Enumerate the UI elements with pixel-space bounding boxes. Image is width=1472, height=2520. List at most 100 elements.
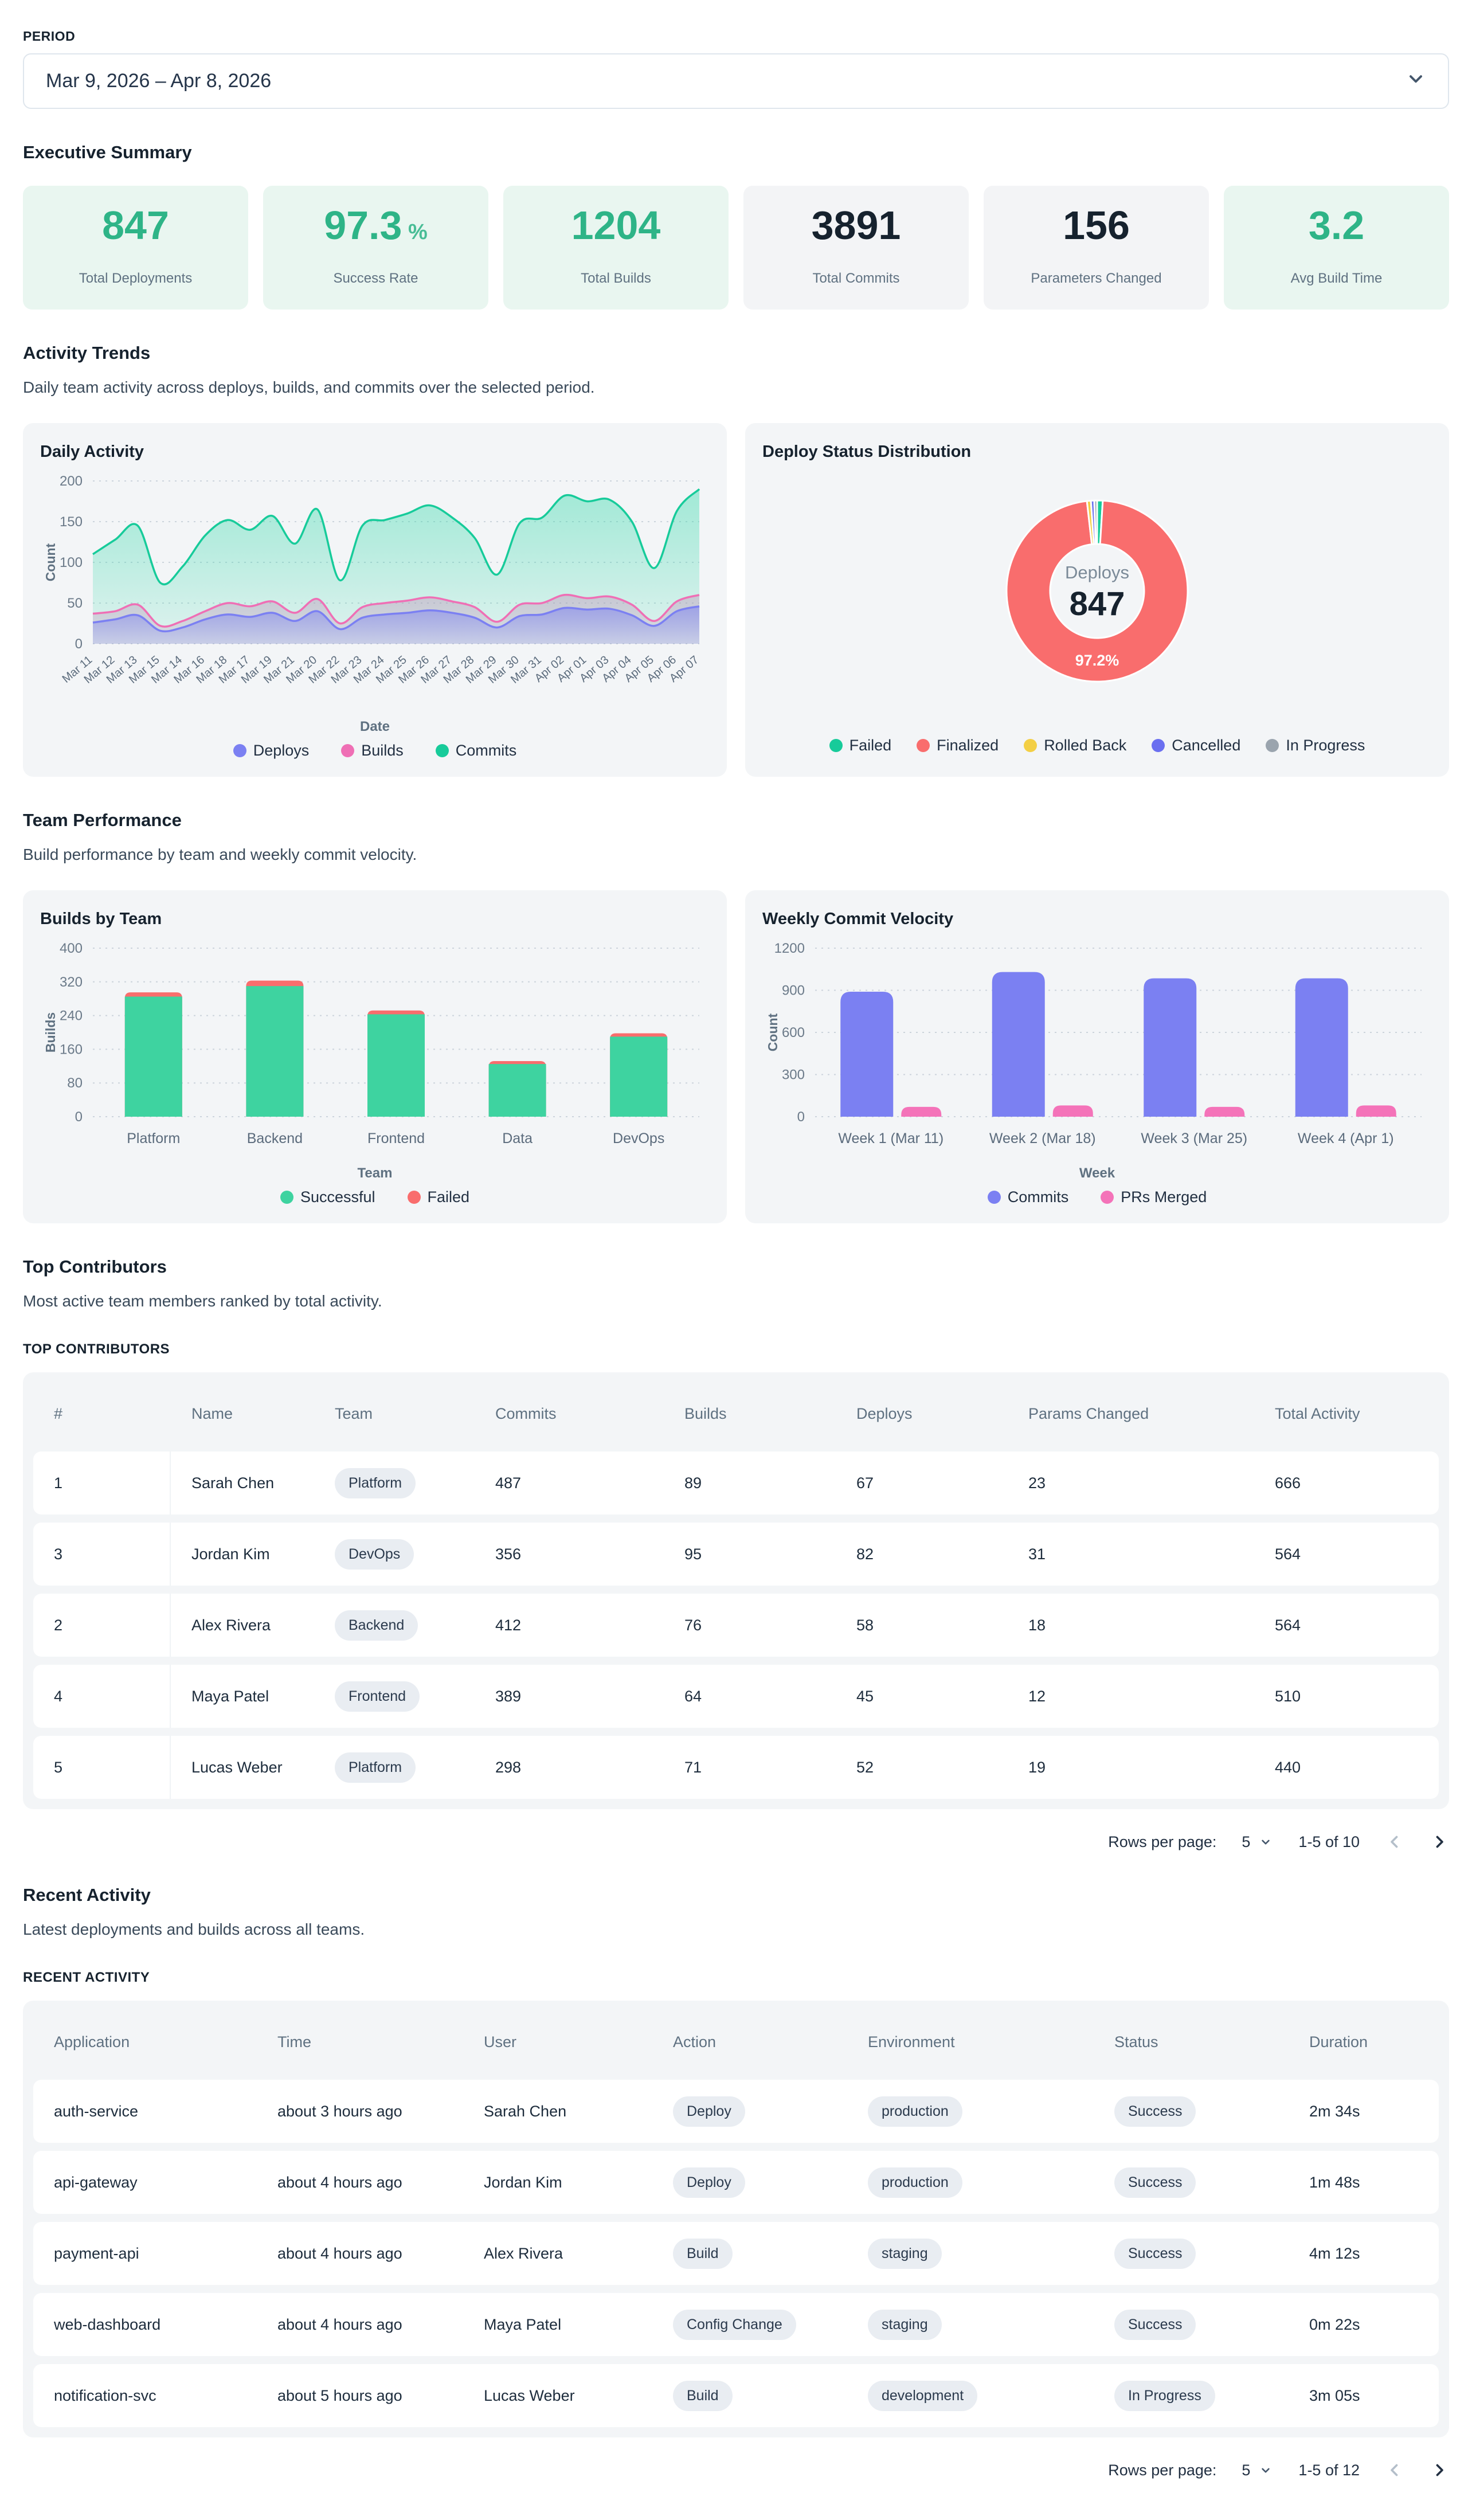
status-cell: Success — [1094, 2309, 1289, 2340]
activity-trends-subtitle: Daily team activity across deploys, buil… — [23, 378, 595, 396]
rows-per-page-select[interactable]: 5 — [1242, 2462, 1273, 2479]
stat-card-parameters-changed: 156 Parameters Changed — [984, 186, 1209, 310]
user-cell: Alex Rivera — [484, 2244, 563, 2262]
executive-summary-title: Executive Summary — [23, 142, 192, 162]
stat-value: 3.2 — [1308, 203, 1365, 248]
svg-text:Week 1 (Mar 11): Week 1 (Mar 11) — [838, 1130, 944, 1146]
next-page-button[interactable] — [1430, 2460, 1449, 2480]
user-cell: Sarah Chen — [484, 2102, 567, 2120]
column-header-builds: Builds — [684, 1404, 727, 1422]
builds-by-team-chart: 0 80 160 240 320 400 Builds Platform Backend Fron… — [40, 933, 710, 1165]
params-changed-cell: 19 — [1028, 1758, 1046, 1776]
stat-label: Total Builds — [581, 271, 651, 286]
daily-activity-legend: Deploys Builds Commits — [40, 742, 710, 760]
status-cell-badge: Success — [1114, 2167, 1196, 2198]
svg-text:300: 300 — [782, 1067, 805, 1083]
column-header-environment: Environment — [868, 2033, 955, 2051]
deploy-status-title: Deploy Status Distribution — [762, 443, 972, 461]
legend-dot-icon — [1101, 1191, 1114, 1204]
table-row: 2 Alex Rivera Backend 412 76 58 18 564 — [33, 1594, 1439, 1657]
application-cell: payment-api — [54, 2244, 139, 2262]
legend-dot-icon — [829, 739, 843, 752]
environment-cell: staging — [847, 2309, 1094, 2340]
recent-activity-caption: RECENT ACTIVITY — [23, 1970, 150, 1985]
environment-cell-badge: production — [868, 2096, 962, 2127]
duration-cell: 0m 22s — [1309, 2315, 1360, 2333]
svg-text:847: 847 — [1070, 585, 1125, 623]
rank-cell: 5 — [33, 1736, 171, 1799]
top-contributors-header-row: # Name Team Commits Builds Deploys Params Chan… — [33, 1384, 1439, 1443]
stat-card-total-commits: 3891 Total Commits — [743, 186, 969, 310]
action-cell-badge: Deploy — [673, 2167, 745, 2198]
user-cell: Maya Patel — [484, 2315, 562, 2333]
stats-row: 847 Total Deployments 97.3 % Success Rate 12… — [23, 186, 1449, 310]
period-select[interactable]: Mar 9, 2026 – Apr 8, 2026 — [23, 53, 1449, 109]
deploy-status-legend: Failed Finalized Rolled Back Cancelled In Pr… — [762, 737, 1432, 754]
column-header-duration: Duration — [1309, 2033, 1368, 2051]
weekly-commit-legend: Commits PRs Merged — [762, 1188, 1432, 1206]
daily-legend-commits: Commits — [435, 742, 516, 760]
legend-dot-icon — [341, 744, 355, 757]
daily-legend-deploys: Deploys — [233, 742, 309, 760]
stat-label: Success Rate — [333, 271, 418, 286]
previous-page-button[interactable] — [1385, 2460, 1404, 2480]
legend-label: Commits — [1007, 1188, 1069, 1206]
legend-dot-icon — [233, 744, 246, 757]
builds-cell: 89 — [684, 1474, 702, 1492]
svg-text:150: 150 — [60, 514, 83, 530]
environment-cell: production — [847, 2096, 1094, 2127]
top-contributors-subtitle: Most active team members ranked by total… — [23, 1292, 382, 1310]
deploy-status-legend-failed: Failed — [829, 737, 891, 754]
table-row: notification-svc about 5 hours ago Lucas W… — [33, 2364, 1439, 2427]
rank-cell: 1 — [33, 1451, 171, 1515]
table-row: api-gateway about 4 hours ago Jordan Kim De… — [33, 2151, 1439, 2214]
top-contributors-pagination: Rows per page: 5 1-5 of 10 — [23, 1832, 1449, 1852]
environment-cell-badge: staging — [868, 2238, 942, 2269]
legend-label: Successful — [300, 1188, 375, 1206]
stat-label: Parameters Changed — [1031, 271, 1162, 286]
legend-dot-icon — [280, 1191, 293, 1204]
action-cell: Build — [652, 2238, 847, 2269]
action-cell-badge: Config Change — [673, 2309, 796, 2340]
previous-page-button[interactable] — [1385, 1832, 1404, 1852]
recent-activity-header-row: Application Time User Action Environment Stat… — [33, 2012, 1439, 2072]
rows-per-page-select[interactable]: 5 — [1242, 1833, 1273, 1851]
deploys-cell: 67 — [856, 1474, 874, 1492]
team-cell: Platform — [314, 1468, 475, 1498]
next-page-button[interactable] — [1430, 1832, 1449, 1852]
column-header-user: User — [484, 2033, 517, 2051]
duration-cell: 2m 34s — [1309, 2102, 1360, 2120]
commits-cell: 356 — [495, 1545, 522, 1563]
column-header-deploys: Deploys — [856, 1404, 913, 1422]
activity-trends-title: Activity Trends — [23, 343, 151, 363]
status-cell-badge: In Progress — [1114, 2380, 1215, 2411]
builds-legend-successful: Successful — [280, 1188, 375, 1206]
time-cell: about 4 hours ago — [277, 2315, 402, 2333]
legend-label: In Progress — [1286, 737, 1365, 754]
environment-cell: staging — [847, 2238, 1094, 2269]
user-cell: Lucas Weber — [484, 2386, 575, 2404]
recent-activity-section: Recent Activity Latest deployments and b… — [23, 1885, 1449, 2480]
svg-text:Count: Count — [765, 1013, 780, 1051]
svg-text:600: 600 — [782, 1025, 805, 1040]
daily-legend-builds: Builds — [341, 742, 404, 760]
commits-cell: 389 — [495, 1687, 522, 1705]
environment-cell-badge: production — [868, 2167, 962, 2198]
total-activity-cell: 564 — [1275, 1616, 1301, 1634]
top-contributors-caption: TOP CONTRIBUTORS — [23, 1341, 170, 1357]
chevron-right-icon — [1436, 1836, 1443, 1848]
builds-by-team-legend: Successful Failed — [40, 1188, 710, 1206]
builds-cell: 71 — [684, 1758, 702, 1776]
legend-label: Cancelled — [1172, 737, 1241, 754]
svg-text:Week 4 (Apr 1): Week 4 (Apr 1) — [1298, 1130, 1394, 1146]
recent-activity-table: Application Time User Action Environment Stat… — [23, 2001, 1449, 2437]
top-contributors-title: Top Contributors — [23, 1257, 167, 1277]
team-cell-badge: Frontend — [335, 1681, 420, 1712]
column-header-action: Action — [673, 2033, 717, 2051]
stat-card-success-rate: 97.3 % Success Rate — [263, 186, 488, 310]
legend-label: Rolled Back — [1044, 737, 1127, 754]
weekly-legend-commits: Commits — [987, 1188, 1069, 1206]
chevron-down-icon — [1406, 68, 1426, 94]
legend-dot-icon — [1152, 739, 1165, 752]
column-header-totalactivity: Total Activity — [1275, 1404, 1360, 1422]
